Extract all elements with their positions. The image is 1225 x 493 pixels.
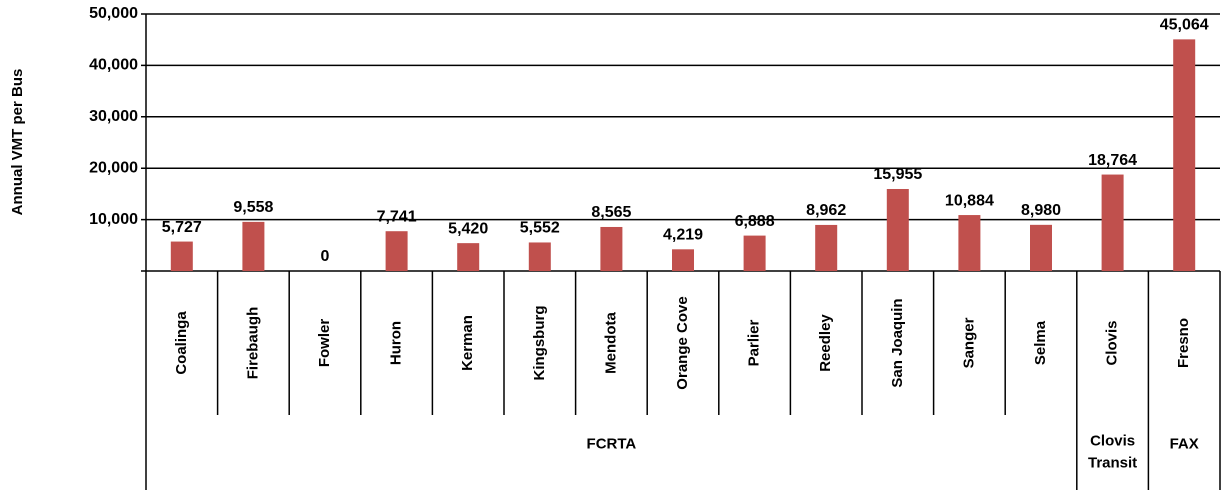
x-tick-label: Parlier <box>746 319 763 366</box>
value-label: 6,888 <box>735 213 775 230</box>
x-tick-label: Huron <box>388 321 405 365</box>
y-tick-label: 40,000 <box>89 57 138 74</box>
group-label: FAX <box>1170 435 1199 452</box>
y-axis-label: Annual VMT per Bus <box>9 69 26 216</box>
x-tick-label: Sanger <box>960 317 977 368</box>
bar <box>528 242 551 271</box>
value-label: 5,727 <box>162 219 202 236</box>
x-tick-label: Reedley <box>817 314 834 372</box>
y-tick-label: 10,000 <box>89 211 138 228</box>
bar <box>672 249 694 271</box>
bar <box>886 188 909 271</box>
value-label: 8,962 <box>806 202 846 219</box>
value-label: 7,741 <box>377 208 417 225</box>
bar <box>600 226 623 271</box>
value-label: 8,980 <box>1021 202 1061 219</box>
value-label: 15,955 <box>873 166 922 183</box>
group-label: Clovis <box>1090 432 1135 449</box>
bar <box>1173 39 1196 272</box>
value-label: 0 <box>321 248 330 265</box>
x-tick-label: Kerman <box>459 315 476 371</box>
bar <box>457 243 480 271</box>
y-tick-label: 20,000 <box>89 159 138 176</box>
y-tick-label: 30,000 <box>89 108 138 125</box>
bar <box>1101 174 1124 271</box>
x-tick-label: San Joaquin <box>889 298 906 387</box>
y-tick-label: 50,000 <box>89 5 138 22</box>
x-tick-label: Firebaugh <box>244 307 261 380</box>
x-tick-label: Fresno <box>1175 318 1192 368</box>
value-label: 5,420 <box>448 220 488 237</box>
x-tick-label: Fowler <box>316 319 333 368</box>
x-tick-label: Clovis <box>1104 320 1121 365</box>
bar <box>958 215 981 271</box>
bar <box>1030 224 1052 271</box>
bar <box>743 235 766 271</box>
bar <box>815 224 838 271</box>
value-label: 5,552 <box>520 220 560 237</box>
group-label: FCRTA <box>587 435 637 452</box>
x-tick-label: Orange Cove <box>674 296 691 389</box>
value-label: 8,565 <box>591 204 631 221</box>
x-tick-label: Coalinga <box>173 311 190 375</box>
x-tick-label: Kingsburg <box>531 306 548 381</box>
x-tick-label: Selma <box>1032 320 1049 365</box>
value-label: 4,219 <box>663 227 703 244</box>
bar <box>242 221 265 271</box>
bar <box>170 241 193 271</box>
x-tick-label: Mendota <box>602 312 619 374</box>
value-label: 9,558 <box>233 199 273 216</box>
bar <box>385 231 408 271</box>
value-label: 10,884 <box>945 192 994 209</box>
value-label: 45,064 <box>1160 17 1209 34</box>
value-label: 18,764 <box>1088 152 1137 169</box>
group-label: Transit <box>1088 454 1137 471</box>
